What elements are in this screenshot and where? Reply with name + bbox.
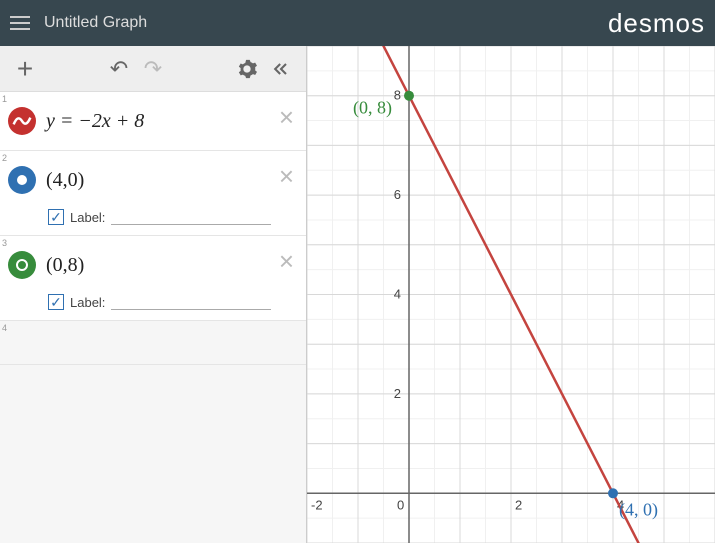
expression-1[interactable]: 1 y = −2x + 8 × [0,92,306,151]
expression-number: 1 [2,94,7,104]
label-input[interactable] [111,209,271,225]
svg-text:2: 2 [394,386,401,401]
label-checkbox[interactable]: ✓ [48,209,64,225]
svg-text:2: 2 [515,497,522,512]
expression-2[interactable]: 2 (4,0) × ✓ Label: [0,151,306,236]
label-row: ✓ Label: [0,209,306,235]
expression-icon-point[interactable] [8,251,36,279]
undo-button[interactable]: ↶ [102,52,136,86]
label-word: Label: [70,210,105,225]
graph-area[interactable]: -202462468(0, 8)(4, 0) [307,46,715,543]
svg-text:0: 0 [397,497,404,512]
expression-icon-line[interactable] [8,107,36,135]
settings-button[interactable] [230,52,264,86]
desmos-logo: desmos [608,8,705,39]
graph-title[interactable]: Untitled Graph [44,14,608,32]
expression-icon-point[interactable] [8,166,36,194]
label-word: Label: [70,295,105,310]
point-filled-icon [16,259,28,271]
label-checkbox[interactable]: ✓ [48,294,64,310]
menu-icon[interactable] [10,12,30,34]
wave-icon [12,111,32,131]
svg-text:4: 4 [394,287,401,302]
expression-number: 4 [2,323,7,333]
graph-canvas: -202462468(0, 8)(4, 0) [307,46,715,543]
svg-text:8: 8 [394,88,401,103]
main: + ↶ ↷ 1 y = −2x + 8 × [0,46,715,543]
svg-text:6: 6 [394,187,401,202]
expression-text[interactable]: y = −2x + 8 [46,110,275,133]
label-row: ✓ Label: [0,294,306,320]
expression-list: 1 y = −2x + 8 × 2 (4,0) × [0,92,306,543]
delete-expression-button[interactable]: × [275,102,298,133]
chevron-left-double-icon [271,59,291,79]
redo-button[interactable]: ↷ [136,52,170,86]
delete-expression-button[interactable]: × [275,246,298,277]
add-expression-button[interactable]: + [8,52,42,86]
expression-number: 2 [2,153,7,163]
gear-icon [236,58,258,80]
expression-toolbar: + ↶ ↷ [0,46,306,92]
delete-expression-button[interactable]: × [275,161,298,192]
sidebar: + ↶ ↷ 1 y = −2x + 8 × [0,46,307,543]
expression-4[interactable]: 4 [0,321,306,365]
expression-text[interactable]: (0,8) [46,254,275,277]
header: Untitled Graph desmos [0,0,715,46]
collapse-button[interactable] [264,52,298,86]
expression-text[interactable]: (4,0) [46,169,275,192]
svg-text:(4, 0): (4, 0) [619,499,658,520]
svg-text:-2: -2 [311,497,323,512]
label-input[interactable] [111,294,271,310]
svg-text:(0, 8): (0, 8) [353,98,392,119]
expression-number: 3 [2,238,7,248]
expression-3[interactable]: 3 (0,8) × ✓ Label: [0,236,306,321]
point-open-icon [17,175,27,185]
